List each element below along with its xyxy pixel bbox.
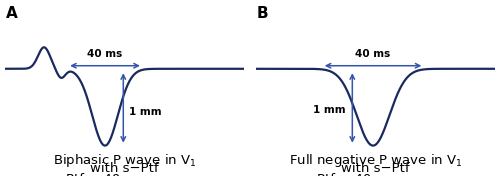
Text: A: A bbox=[6, 6, 17, 21]
Text: 40 ms: 40 ms bbox=[356, 49, 390, 59]
Text: Full negative P wave in V$_1$: Full negative P wave in V$_1$ bbox=[288, 152, 463, 169]
Text: 1 mm: 1 mm bbox=[130, 107, 162, 117]
Text: 1 mm: 1 mm bbox=[314, 105, 346, 115]
Text: with s−Ptf: with s−Ptf bbox=[90, 162, 159, 175]
Text: 40 ms: 40 ms bbox=[88, 49, 122, 59]
Text: Ptf = 40 mm · ms: Ptf = 40 mm · ms bbox=[317, 173, 434, 176]
Text: B: B bbox=[256, 6, 268, 21]
Text: Biphasic P wave in V$_1$: Biphasic P wave in V$_1$ bbox=[52, 152, 197, 169]
Text: with s−Ptf: with s−Ptf bbox=[341, 162, 410, 175]
Text: Ptf = 40 mm · ms: Ptf = 40 mm · ms bbox=[66, 173, 183, 176]
